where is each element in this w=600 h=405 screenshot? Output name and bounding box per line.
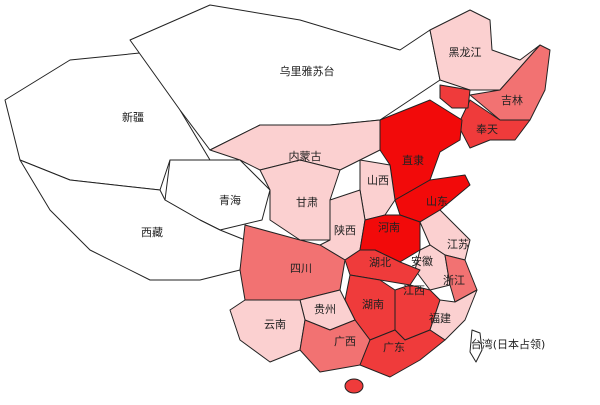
province-label: 江西 <box>403 284 425 297</box>
province-region <box>359 329 446 378</box>
province-label: 福建 <box>429 311 451 325</box>
province-label: 内蒙古 <box>289 149 322 163</box>
province-label: 黑龙江 <box>449 46 482 59</box>
province-label: 西藏 <box>141 226 163 239</box>
province-label: 山东 <box>426 195 448 208</box>
province-label: 新疆 <box>122 110 144 124</box>
province-label: 奉天 <box>476 122 498 136</box>
province-label: 江苏 <box>447 238 469 251</box>
province-label: 湖北 <box>369 256 391 269</box>
province-label: 山西 <box>367 174 389 187</box>
hainan-island <box>344 378 364 394</box>
province-region <box>379 99 463 201</box>
province-region <box>359 159 396 221</box>
province-region <box>229 299 306 363</box>
province-label: 乌里雅苏台 <box>280 64 335 78</box>
province-region <box>469 329 483 363</box>
province-label: 安徽 <box>411 254 433 268</box>
province-label: 陕西 <box>334 223 356 237</box>
province-region <box>429 9 541 91</box>
minor-region <box>439 84 471 109</box>
province-label: 广东 <box>383 341 405 354</box>
province-label: 直隶 <box>402 153 424 167</box>
province-label: 浙江 <box>443 274 465 287</box>
province-label: 甘肃 <box>296 196 318 209</box>
province-label: 湖南 <box>362 298 384 311</box>
province-label: 河南 <box>378 221 400 234</box>
province-label: 吉林 <box>501 93 523 107</box>
province-label: 云南 <box>264 318 286 331</box>
province-region <box>299 319 371 373</box>
province-label: 四川 <box>290 262 312 275</box>
province-label: 台湾(日本占领) <box>471 337 546 351</box>
province-label: 广西 <box>334 335 356 348</box>
province-label: 贵州 <box>314 303 336 316</box>
province-label: 青海 <box>219 193 241 207</box>
